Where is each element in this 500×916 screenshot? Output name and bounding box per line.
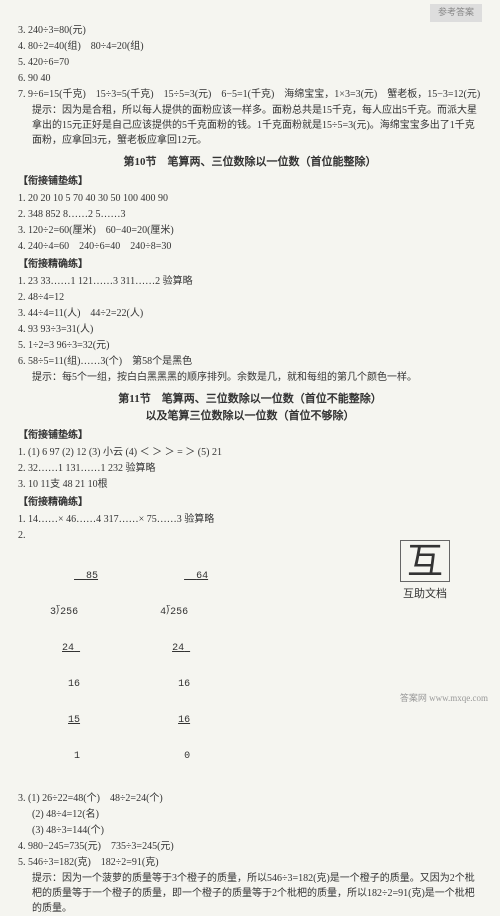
sec11-a5: 5. 546÷3=182(克) 182÷2=91(克) xyxy=(18,855,482,870)
sec11-a3-3: (3) 48÷3=144(个) xyxy=(18,823,482,838)
top-7-hint: 提示：因为是合租，所以每人提供的面粉应该一样多。面粉总共是15千克，每人应出5千… xyxy=(18,103,482,148)
sec11-p1: 1. (1) 6 97 (2) 12 (3) 小云 (4) ＜ ＞ ＞ = ＞ … xyxy=(18,445,482,460)
watermark: 互 互助文档 xyxy=(400,540,450,603)
watermark-char: 互 xyxy=(400,540,450,582)
sec11-a1: 1. 14……× 46……4 317……× 75……3 验算略 xyxy=(18,512,482,527)
sec10-p1: 1. 20 20 10 5 70 40 30 50 100 400 90 xyxy=(18,191,482,206)
section-11-title-1: 第11节 笔算两、三位数除以一位数（首位不能整除） xyxy=(18,391,482,408)
sec10-a5: 5. 1÷2=3 96÷3=32(元) xyxy=(18,338,482,353)
sec11-a3-2: (2) 48÷4=12(名) xyxy=(18,807,482,822)
sec11-a4: 4. 980−245=735(元) 735÷3=245(元) xyxy=(18,839,482,854)
sec11-pad-heading: 【衔接铺垫练】 xyxy=(18,428,482,443)
sec10-pad-heading: 【衔接铺垫练】 xyxy=(18,174,482,189)
long-division-1: 85 3⟌256 24 16 15 1 xyxy=(38,547,98,787)
sec11-a3-1: 3. (1) 26÷22=48(个) 48÷2=24(个) xyxy=(18,791,482,806)
sec11-p2: 2. 32……1 131……1 232 验算略 xyxy=(18,461,482,476)
long-division-2: 64 4⟌256 24 16 16 0 xyxy=(148,547,208,787)
top-5: 5. 420÷6=70 xyxy=(18,55,482,70)
section-10-title: 第10节 笔算两、三位数除以一位数（首位能整除） xyxy=(18,154,482,171)
sec11-acc-heading: 【衔接精确练】 xyxy=(18,495,482,510)
sec10-p4: 4. 240÷4=60 240÷6=40 240÷8=30 xyxy=(18,239,482,254)
sec11-a5-hint: 提示：因为一个菠萝的质量等于3个橙子的质量，所以546÷3=182(克)是一个橙… xyxy=(18,871,482,916)
footer-source: 答案网 www.mxqe.com xyxy=(400,692,488,706)
sec10-a2: 2. 48÷4=12 xyxy=(18,290,482,305)
sec10-acc-heading: 【衔接精确练】 xyxy=(18,257,482,272)
top-7: 7. 9÷6=15(千克) 15÷3=5(千克) 15÷5=3(元) 6−5=1… xyxy=(18,87,482,102)
sec10-p2: 2. 348 852 8……2 5……3 xyxy=(18,207,482,222)
sec10-p3: 3. 120÷2=60(厘米) 60−40=20(厘米) xyxy=(18,223,482,238)
section-11-title-2: 以及笔算三位数除以一位数（首位不够除） xyxy=(18,408,482,425)
sec10-a3: 3. 44÷4=11(人) 44÷2=22(人) xyxy=(18,306,482,321)
sec10-a6-hint: 提示：每5个一组，按白白黑黑黑的顺序排列。余数是几，就和每组的第几个颜色一样。 xyxy=(18,370,482,385)
top-4: 4. 80÷2=40(组) 80÷4=20(组) xyxy=(18,39,482,54)
sec11-p3: 3. 10 11支 48 21 10根 xyxy=(18,477,482,492)
header-label: 参考答案 xyxy=(430,4,482,22)
sec10-a1: 1. 23 33……1 121……3 311……2 验算略 xyxy=(18,274,482,289)
top-3: 3. 240÷3=80(元) xyxy=(18,23,482,38)
sec10-a6: 6. 58÷5=11(组)……3(个) 第58个是黑色 xyxy=(18,354,482,369)
sec10-a4: 4. 93 93÷3=31(人) xyxy=(18,322,482,337)
top-6: 6. 90 40 xyxy=(18,71,482,86)
watermark-text: 互助文档 xyxy=(400,586,450,603)
